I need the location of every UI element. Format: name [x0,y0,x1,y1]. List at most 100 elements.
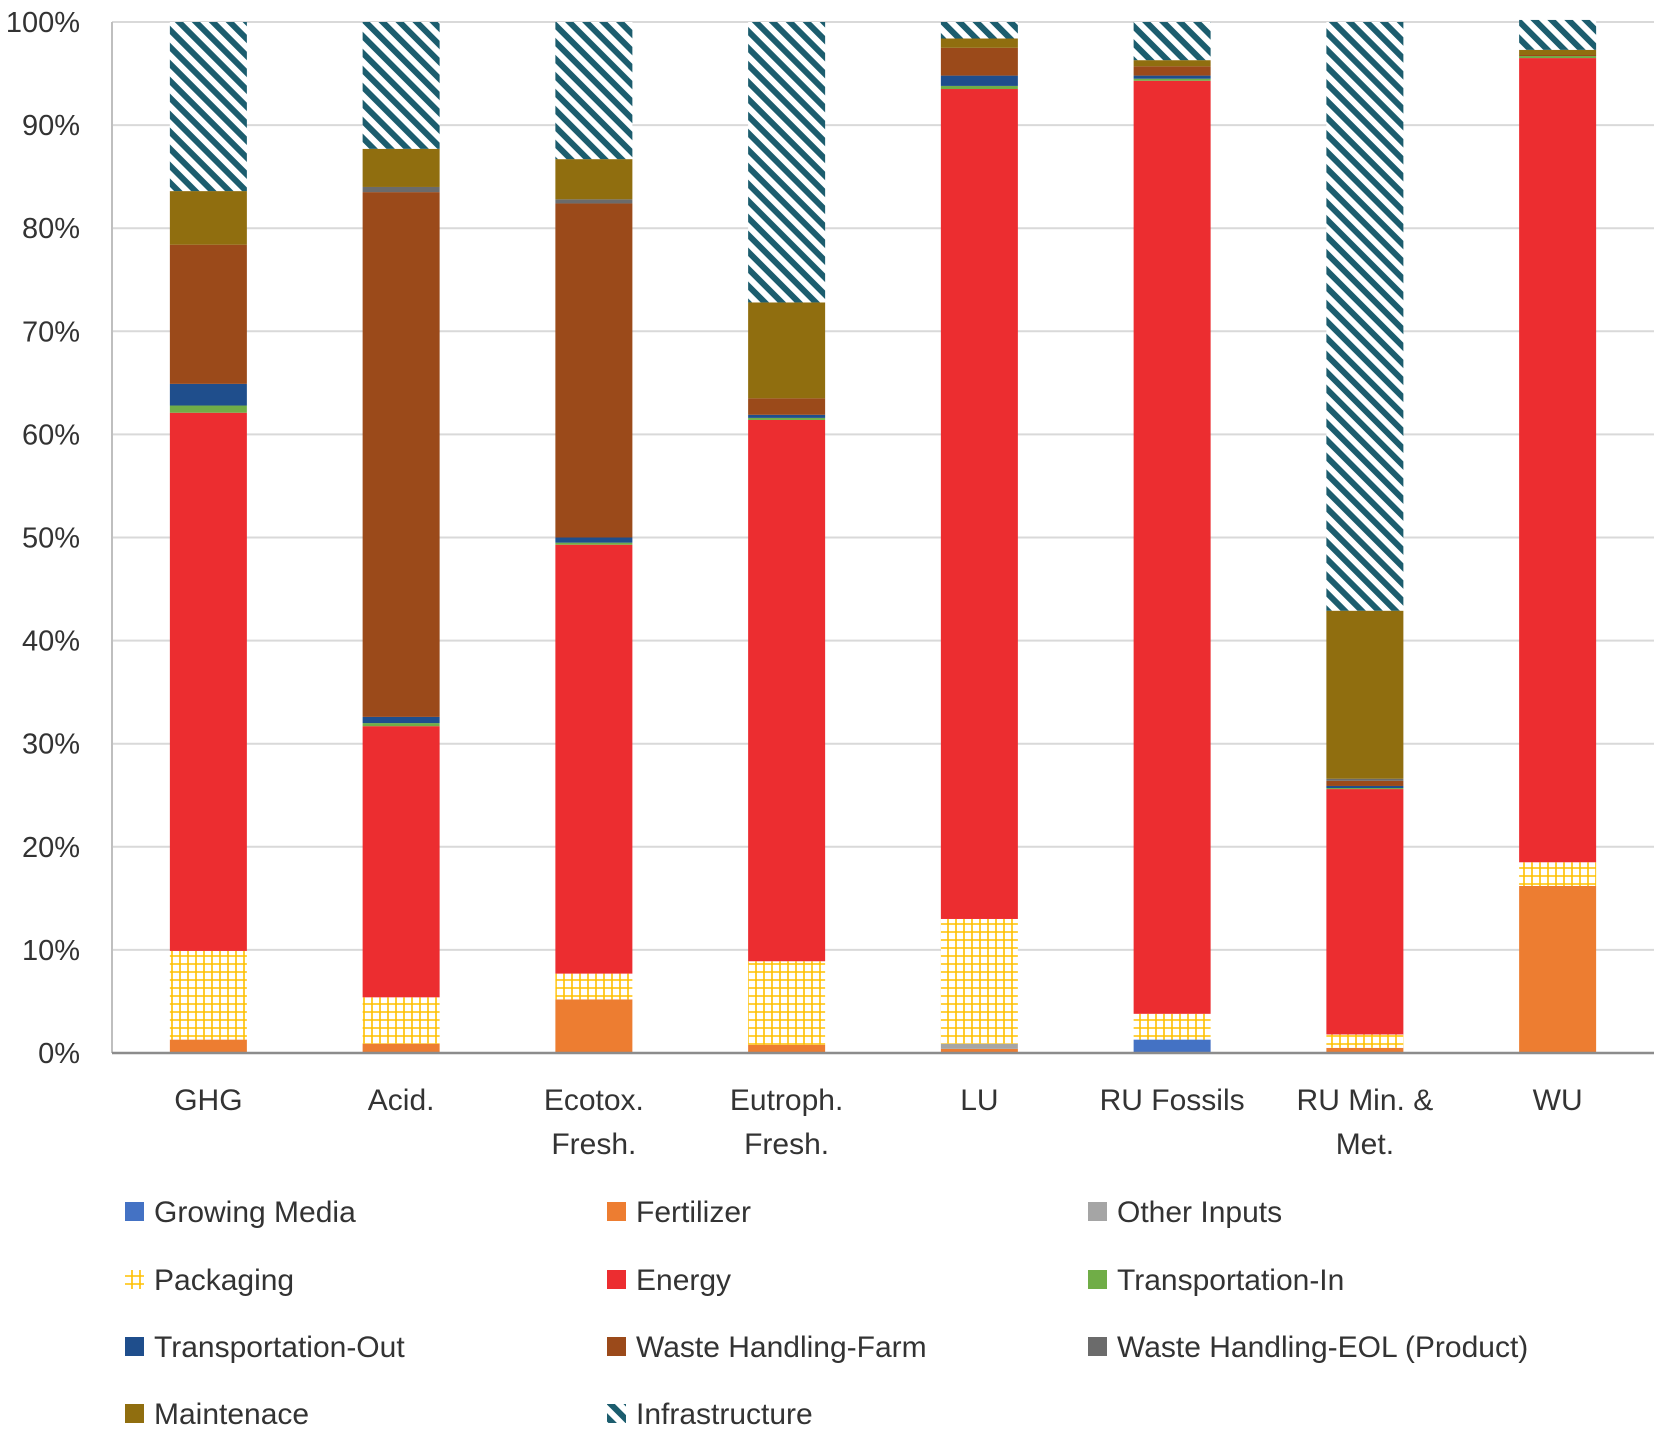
bar-segment [555,973,633,1000]
legend-label: Packaging [154,1264,294,1297]
bar-segment [1519,58,1597,863]
bar-segment [1133,80,1211,1014]
y-tick-label: 30% [22,729,80,761]
bar-segment [169,405,247,413]
bar-segment [940,89,1018,919]
legend-item: Waste Handling-EOL (Product) [1088,1331,1528,1364]
legend-swatch [1088,1202,1107,1221]
bar-segment [1519,49,1597,55]
bar-segment [1519,56,1597,59]
legend-swatch [607,1337,626,1356]
legend-label: Waste Handling-Farm [636,1331,927,1364]
y-tick-label: 20% [22,832,80,864]
legend-item: Transportation-In [1088,1264,1344,1297]
legend-swatch [1088,1270,1107,1289]
bar-segment [1326,789,1404,1035]
legend-item: Infrastructure [607,1398,813,1431]
axes [111,22,1654,1055]
legend-swatch [607,1404,626,1423]
bar-segment [555,542,633,545]
bar-segment [940,1043,1018,1049]
bar-segment [748,961,826,1045]
bar-segment [940,1048,1018,1053]
bar-segment [748,419,826,962]
x-tick-label: Eutroph. [730,1084,843,1117]
bar-segment [1326,22,1404,611]
bar-segment [1519,54,1597,57]
bar-segment [362,22,440,149]
y-tick-label: 90% [22,110,80,142]
bar-segment [362,716,440,724]
bar-segment [1133,66,1211,76]
legend: Growing Media Fertilizer Other Inputs Packa… [125,1196,1528,1431]
bar-segment [1133,78,1211,81]
bar-segment [1326,778,1404,781]
x-axis-ticks: GHG Acid. Ecotox. Fresh. Eutroph. Fresh. LU RU … [174,1084,1582,1161]
bar-segment [748,1044,826,1053]
y-tick-label: 70% [22,316,80,348]
bar-segment [1519,862,1597,886]
bar-segment [940,85,1018,90]
bar-segment [1133,75,1211,79]
bar-segment [940,38,1018,48]
bar-segment [555,203,633,538]
bar-segment [748,417,826,420]
legend-label: Growing Media [154,1196,356,1229]
x-tick-label: Met. [1336,1128,1394,1161]
y-tick-label: 40% [22,626,80,658]
bar-segment [169,383,247,406]
x-tick-label: LU [960,1084,998,1117]
bar-segment [1326,780,1404,786]
legend-label: Other Inputs [1117,1196,1282,1229]
bar-segment [555,22,633,160]
bar-segment [555,159,633,200]
legend-label: Transportation-In [1117,1264,1344,1297]
y-tick-label: 10% [22,935,80,967]
legend-item: Maintenace [125,1398,309,1431]
y-tick-label: 100% [6,7,80,39]
x-tick-label: Acid. [368,1084,435,1117]
bar-segment [940,22,1018,39]
bar-segment [169,1039,247,1053]
x-tick-label: Ecotox. [544,1084,644,1117]
legend-item: Energy [607,1264,731,1297]
bar-segment [555,544,633,974]
legend-label: Energy [636,1264,731,1297]
bar-segment [362,1043,440,1053]
legend-swatch [125,1270,144,1289]
legend-swatch [125,1337,144,1356]
legend-label: Transportation-Out [154,1331,405,1364]
legend-item: Packaging [125,1264,294,1297]
legend-item: Growing Media [125,1196,356,1229]
legend-swatch [1088,1337,1107,1356]
bar-segment [1133,1013,1211,1040]
bar-segment [362,723,440,727]
bar-segment [362,192,440,717]
x-tick-label: WU [1533,1084,1583,1117]
legend-swatch [607,1202,626,1221]
y-tick-label: 60% [22,419,80,451]
bar-segment [1133,22,1211,61]
bars [169,19,1597,1053]
legend-swatch [607,1270,626,1289]
bar-segment [1326,1034,1404,1048]
bar-segment [169,22,247,192]
bar-segment [362,186,440,193]
y-axis-ticks: 0% 10% 20% 30% 40% 50% 60% 70% 80% 90% 100% [6,7,80,1070]
x-tick-label: RU Min. & [1297,1084,1434,1117]
y-tick-label: 50% [22,523,80,555]
bar-segment [169,412,247,951]
bar-segment [748,398,826,415]
bar-segment [169,950,247,1040]
legend-label: Waste Handling-EOL (Product) [1117,1331,1528,1364]
legend-label: Infrastructure [636,1398,813,1431]
x-tick-label: GHG [174,1084,242,1117]
bar-segment [362,148,440,187]
legend-label: Maintenace [154,1398,309,1431]
bar-segment [940,47,1018,76]
bar-segment [940,75,1018,86]
legend-swatch [125,1404,144,1423]
bar-segment [555,999,633,1053]
